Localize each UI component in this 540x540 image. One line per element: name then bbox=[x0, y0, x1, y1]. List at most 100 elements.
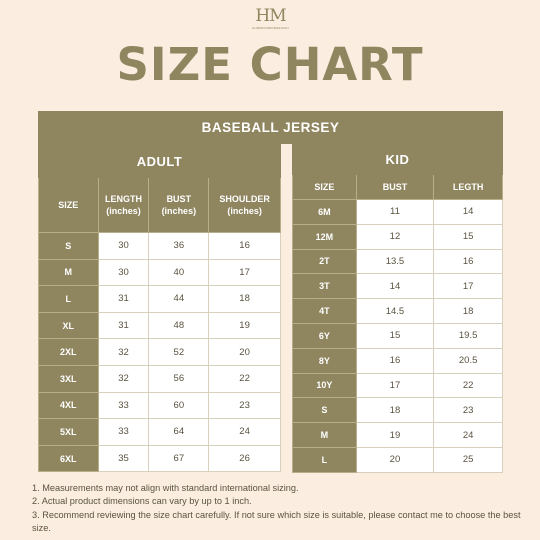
table-row: 6M 11 14 bbox=[292, 199, 503, 225]
adult-col-shoulder: SHOULDER (inches) bbox=[208, 177, 281, 233]
shoulder-cell: 17 bbox=[208, 258, 281, 287]
size-cell: 6M bbox=[292, 199, 357, 225]
table-row: 4T 14.5 18 bbox=[292, 298, 503, 324]
table-row: 5XL 33 64 24 bbox=[38, 418, 281, 446]
kid-col-bust: BUST bbox=[355, 174, 435, 200]
bust-cell: 18 bbox=[355, 397, 435, 424]
length-cell: 14 bbox=[433, 199, 503, 225]
adult-table-body: S 30 36 16 M 30 40 17 L 31 44 18 XL 31 48 19 2XL 32 52 20 3X… bbox=[38, 232, 281, 473]
shoulder-cell: 19 bbox=[208, 311, 281, 340]
table-row: S 18 23 bbox=[292, 397, 503, 424]
kid-table-title: KID bbox=[292, 144, 503, 175]
notes: 1. Measurements may not align with stand… bbox=[32, 482, 522, 535]
size-cell: M bbox=[38, 258, 99, 287]
length-cell: 25 bbox=[433, 446, 503, 473]
length-cell: 35 bbox=[97, 444, 150, 473]
adult-size-table: ADULT SIZE LENGTH (inches) BUST (inches)… bbox=[38, 144, 281, 473]
shoulder-cell: 18 bbox=[208, 285, 281, 313]
length-cell: 31 bbox=[97, 285, 150, 313]
size-cell: 12M bbox=[292, 223, 357, 250]
size-cell: 3XL bbox=[38, 364, 99, 393]
bust-cell: 17 bbox=[355, 372, 435, 399]
adult-table-title: ADULT bbox=[38, 144, 281, 178]
kid-col-size: SIZE bbox=[292, 174, 357, 200]
shoulder-cell: 26 bbox=[208, 444, 281, 473]
kid-table-body: 6M 11 14 12M 12 15 2T 13.5 16 3T 14 17 4T 14.5 18 6Y 15 1… bbox=[292, 199, 503, 473]
page-title: SIZE CHART bbox=[116, 38, 424, 91]
bust-cell: 12 bbox=[355, 223, 435, 250]
bust-cell: 16 bbox=[355, 347, 435, 374]
length-cell: 32 bbox=[97, 364, 150, 393]
size-cell: L bbox=[38, 285, 99, 313]
size-cell: 8Y bbox=[292, 347, 357, 374]
bust-cell: 52 bbox=[148, 338, 210, 366]
shoulder-cell: 16 bbox=[208, 232, 281, 260]
logo-mark: HM bbox=[255, 6, 286, 26]
bust-cell: 64 bbox=[148, 418, 210, 446]
note-2: 2. Actual product dimensions can vary by… bbox=[32, 496, 252, 507]
length-cell: 19.5 bbox=[433, 322, 503, 349]
product-banner: BASEBALL JERSEY bbox=[38, 111, 503, 144]
bust-cell: 20 bbox=[355, 446, 435, 473]
bust-cell: 56 bbox=[148, 364, 210, 393]
size-cell: S bbox=[38, 232, 99, 260]
size-cell: XL bbox=[38, 311, 99, 340]
adult-col-bust: BUST (inches) bbox=[148, 177, 210, 233]
length-cell: 30 bbox=[97, 258, 150, 287]
shoulder-cell: 20 bbox=[208, 338, 281, 366]
size-cell: 5XL bbox=[38, 418, 99, 446]
table-row: L 31 44 18 bbox=[38, 285, 281, 313]
length-cell: 23 bbox=[433, 397, 503, 424]
note-3: 3. Recommend reviewing the size chart ca… bbox=[32, 509, 521, 533]
length-cell: 18 bbox=[433, 298, 503, 324]
bust-cell: 40 bbox=[148, 258, 210, 287]
brand-logo: HM HUMMINGBIRDDESIGN bbox=[252, 7, 289, 33]
size-cell: S bbox=[292, 397, 357, 424]
bust-cell: 19 bbox=[355, 422, 435, 448]
size-cell: 6XL bbox=[38, 444, 99, 473]
table-row: 3XL 32 56 22 bbox=[38, 364, 281, 393]
table-row: 6Y 15 19.5 bbox=[292, 322, 503, 349]
length-cell: 15 bbox=[433, 223, 503, 250]
length-cell: 33 bbox=[97, 418, 150, 446]
table-row: 6XL 35 67 26 bbox=[38, 444, 281, 473]
shoulder-cell: 23 bbox=[208, 391, 281, 420]
table-row: M 19 24 bbox=[292, 422, 503, 448]
size-cell: 4T bbox=[292, 298, 357, 324]
size-cell: 3T bbox=[292, 273, 357, 300]
length-cell: 22 bbox=[433, 372, 503, 399]
table-row: XL 31 48 19 bbox=[38, 311, 281, 340]
bust-cell: 13.5 bbox=[355, 248, 435, 275]
length-cell: 31 bbox=[97, 311, 150, 340]
table-row: 4XL 33 60 23 bbox=[38, 391, 281, 420]
kid-size-table: KID SIZE BUST LEGTH 6M 11 14 12M 12 15 2T 13.5 1… bbox=[292, 144, 503, 473]
size-cell: 2XL bbox=[38, 338, 99, 366]
length-cell: 33 bbox=[97, 391, 150, 420]
bust-cell: 36 bbox=[148, 232, 210, 260]
table-row: 3T 14 17 bbox=[292, 273, 503, 300]
adult-col-length: LENGTH (inches) bbox=[97, 177, 150, 233]
length-cell: 24 bbox=[433, 422, 503, 448]
logo-subtext: HUMMINGBIRDDESIGN bbox=[252, 26, 289, 30]
size-cell: 2T bbox=[292, 248, 357, 275]
bust-cell: 14.5 bbox=[355, 298, 435, 324]
bust-cell: 14 bbox=[355, 273, 435, 300]
table-row: 12M 12 15 bbox=[292, 223, 503, 250]
size-cell: 10Y bbox=[292, 372, 357, 399]
table-row: S 30 36 16 bbox=[38, 232, 281, 260]
bust-cell: 48 bbox=[148, 311, 210, 340]
table-row: 10Y 17 22 bbox=[292, 372, 503, 399]
length-cell: 17 bbox=[433, 273, 503, 300]
length-cell: 30 bbox=[97, 232, 150, 260]
table-row: 2XL 32 52 20 bbox=[38, 338, 281, 366]
size-cell: 4XL bbox=[38, 391, 99, 420]
table-row: 2T 13.5 16 bbox=[292, 248, 503, 275]
size-cell: M bbox=[292, 422, 357, 448]
table-row: 8Y 16 20.5 bbox=[292, 347, 503, 374]
length-cell: 20.5 bbox=[433, 347, 503, 374]
size-cell: L bbox=[292, 446, 357, 473]
adult-col-size: SIZE bbox=[38, 177, 99, 233]
bust-cell: 67 bbox=[148, 444, 210, 473]
size-cell: 6Y bbox=[292, 322, 357, 349]
table-row: M 30 40 17 bbox=[38, 258, 281, 287]
